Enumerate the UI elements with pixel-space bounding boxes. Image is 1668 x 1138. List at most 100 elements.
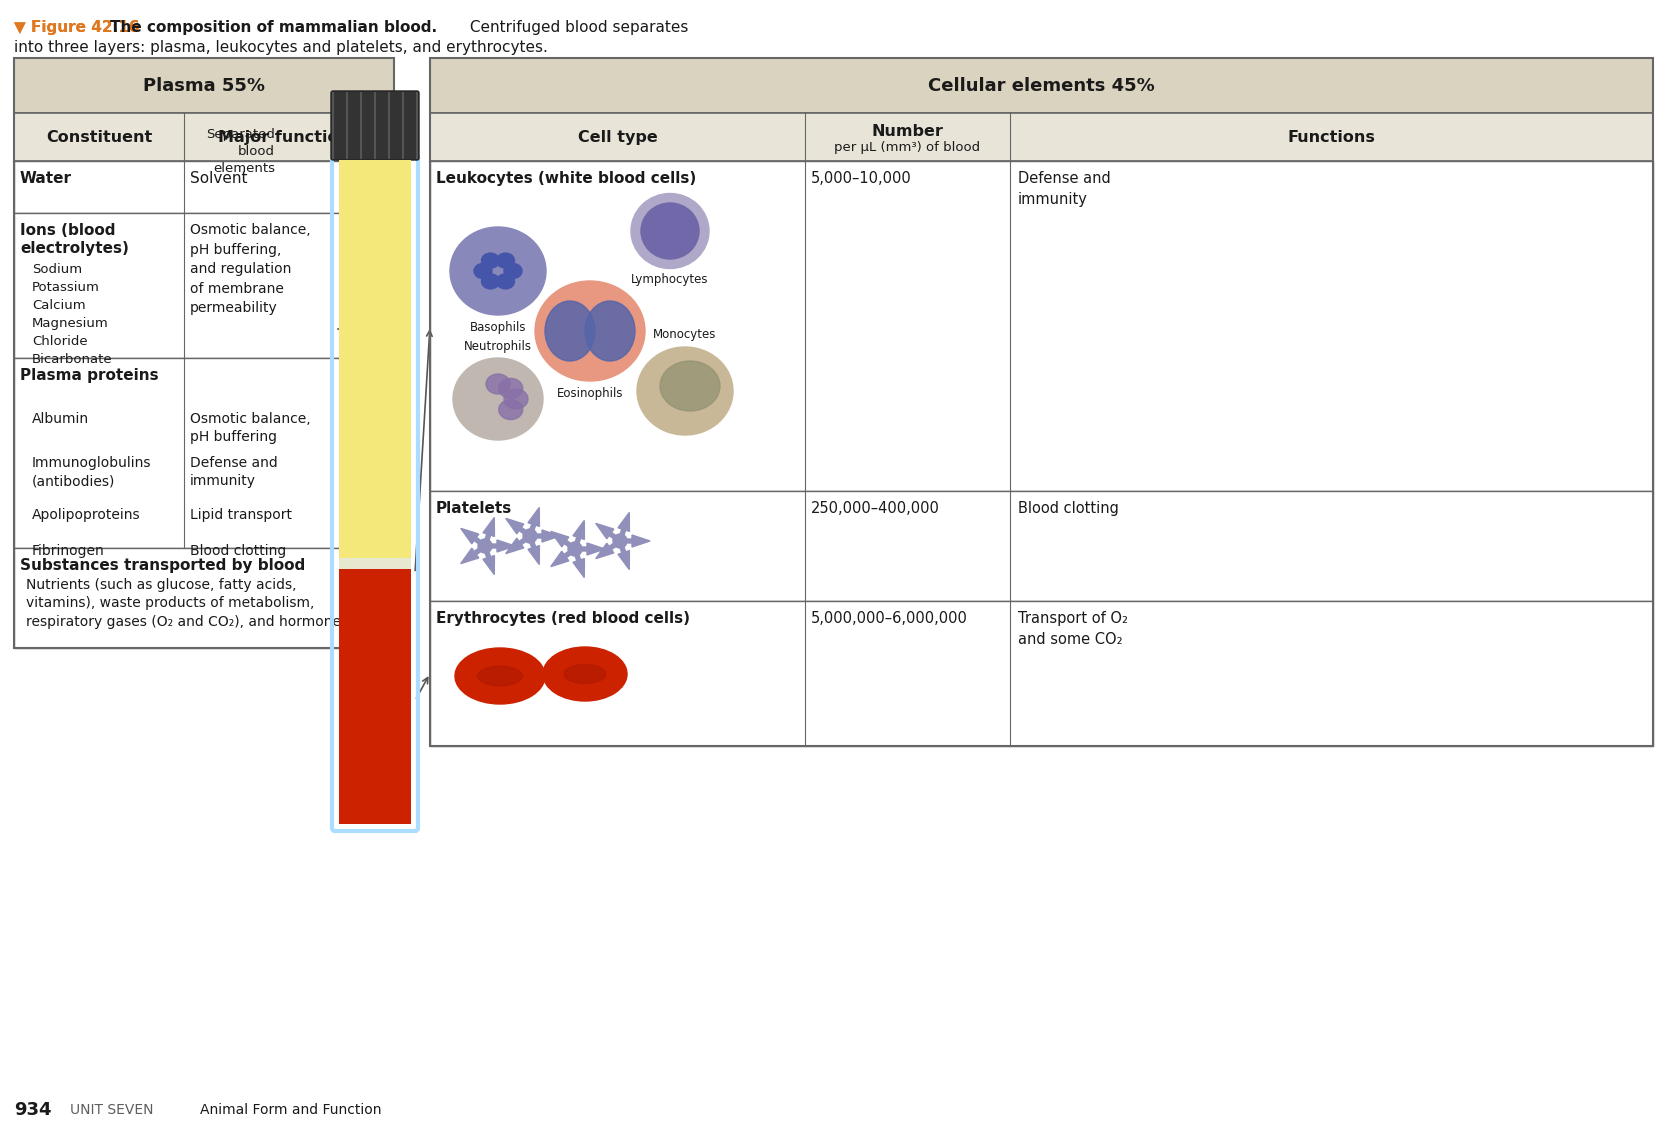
- Ellipse shape: [504, 264, 522, 279]
- FancyArrow shape: [574, 549, 584, 577]
- Text: into three layers: plasma, leukocytes and platelets, and erythrocytes.: into three layers: plasma, leukocytes an…: [13, 40, 547, 55]
- Text: Blood clotting: Blood clotting: [190, 544, 287, 558]
- Text: Nutrients (such as glucose, fatty acids,
vitamins), waste products of metabolism: Nutrients (such as glucose, fatty acids,…: [27, 578, 349, 629]
- Text: Lipid transport: Lipid transport: [190, 508, 292, 522]
- FancyBboxPatch shape: [430, 160, 1653, 490]
- Text: Functions: Functions: [1288, 130, 1376, 145]
- Bar: [339, 160, 410, 558]
- Text: Monocytes: Monocytes: [654, 328, 717, 341]
- Text: Separated
blood
elements: Separated blood elements: [207, 127, 275, 175]
- Text: Albumin: Albumin: [32, 412, 88, 426]
- Text: Apolipoproteins: Apolipoproteins: [32, 508, 140, 522]
- FancyArrow shape: [460, 544, 485, 563]
- Text: per μL (mm³) of blood: per μL (mm³) of blood: [834, 140, 981, 154]
- Ellipse shape: [482, 274, 499, 289]
- FancyBboxPatch shape: [13, 358, 394, 549]
- Text: Number: Number: [872, 124, 944, 139]
- Ellipse shape: [454, 358, 544, 440]
- Ellipse shape: [497, 253, 514, 269]
- FancyBboxPatch shape: [13, 160, 394, 213]
- FancyArrow shape: [595, 523, 620, 543]
- Text: Blood clotting: Blood clotting: [1017, 501, 1119, 516]
- Text: ▼ Figure 42.16: ▼ Figure 42.16: [13, 20, 135, 35]
- FancyArrow shape: [505, 535, 530, 553]
- Text: Osmotic balance,
pH buffering,
and regulation
of membrane
permeability: Osmotic balance, pH buffering, and regul…: [190, 223, 310, 315]
- FancyArrow shape: [550, 531, 575, 551]
- Circle shape: [524, 529, 537, 543]
- Ellipse shape: [545, 300, 595, 361]
- FancyArrow shape: [620, 535, 651, 547]
- Text: Neutrophils: Neutrophils: [464, 340, 532, 353]
- Text: Plasma proteins: Plasma proteins: [20, 368, 158, 384]
- Text: Basophils: Basophils: [470, 321, 525, 333]
- FancyArrow shape: [484, 518, 494, 546]
- Ellipse shape: [504, 389, 529, 409]
- Text: Animal Form and Function: Animal Form and Function: [200, 1103, 382, 1118]
- Ellipse shape: [564, 665, 605, 684]
- Text: ▼ Figure 42.16: ▼ Figure 42.16: [13, 20, 145, 35]
- Text: 5,000,000–6,000,000: 5,000,000–6,000,000: [811, 611, 967, 626]
- Text: Plasma 55%: Plasma 55%: [143, 76, 265, 94]
- Ellipse shape: [585, 300, 636, 361]
- Ellipse shape: [485, 374, 510, 394]
- Text: Fibrinogen: Fibrinogen: [32, 544, 105, 558]
- FancyBboxPatch shape: [13, 113, 394, 160]
- FancyBboxPatch shape: [430, 58, 1653, 113]
- Ellipse shape: [499, 379, 522, 398]
- FancyArrow shape: [574, 520, 584, 550]
- FancyArrow shape: [485, 541, 515, 552]
- FancyBboxPatch shape: [430, 113, 1653, 160]
- FancyBboxPatch shape: [430, 601, 1653, 747]
- Ellipse shape: [455, 648, 545, 704]
- Text: 250,000–400,000: 250,000–400,000: [811, 501, 939, 516]
- Bar: [339, 569, 410, 824]
- Text: 934: 934: [13, 1100, 52, 1119]
- FancyBboxPatch shape: [13, 58, 394, 113]
- Text: Substances transported by blood: Substances transported by blood: [20, 558, 305, 574]
- FancyArrow shape: [530, 530, 560, 542]
- Ellipse shape: [641, 203, 699, 259]
- Ellipse shape: [499, 399, 522, 420]
- Text: Cell type: Cell type: [577, 130, 657, 145]
- FancyArrow shape: [484, 545, 494, 575]
- Text: Eosinophils: Eosinophils: [557, 387, 624, 399]
- Text: Defense and
immunity: Defense and immunity: [190, 456, 279, 488]
- Text: ▼ Figure 42.16: ▼ Figure 42.16: [13, 20, 140, 35]
- Text: Defense and
immunity: Defense and immunity: [1017, 171, 1111, 207]
- FancyArrow shape: [529, 535, 539, 564]
- FancyArrow shape: [505, 519, 530, 537]
- Text: Lymphocytes: Lymphocytes: [631, 273, 709, 286]
- Text: Osmotic balance,
pH buffering: Osmotic balance, pH buffering: [190, 412, 310, 445]
- Circle shape: [479, 539, 492, 553]
- Text: Platelets: Platelets: [435, 501, 512, 516]
- Ellipse shape: [637, 347, 732, 435]
- FancyArrow shape: [619, 512, 629, 542]
- Text: Immunoglobulins
(antibodies): Immunoglobulins (antibodies): [32, 456, 152, 488]
- Ellipse shape: [544, 648, 627, 701]
- FancyBboxPatch shape: [430, 490, 1653, 601]
- Text: electrolytes): electrolytes): [20, 241, 128, 256]
- Text: Leukocytes (white blood cells): Leukocytes (white blood cells): [435, 171, 696, 185]
- FancyArrow shape: [529, 508, 539, 537]
- FancyArrow shape: [619, 541, 629, 569]
- Ellipse shape: [450, 226, 545, 315]
- Text: The composition of mammalian blood.: The composition of mammalian blood.: [110, 20, 437, 35]
- Text: Erythrocytes (red blood cells): Erythrocytes (red blood cells): [435, 611, 691, 626]
- Text: Water: Water: [20, 171, 72, 185]
- Ellipse shape: [474, 264, 492, 279]
- Bar: [339, 558, 410, 585]
- FancyArrow shape: [595, 539, 620, 559]
- Text: Centrifuged blood separates: Centrifuged blood separates: [465, 20, 689, 35]
- Text: Transport of O₂
and some CO₂: Transport of O₂ and some CO₂: [1017, 611, 1128, 648]
- Ellipse shape: [661, 361, 721, 411]
- Text: 5,000–10,000: 5,000–10,000: [811, 171, 912, 185]
- Circle shape: [569, 542, 582, 556]
- Text: Major functions: Major functions: [219, 130, 360, 145]
- Text: Ions (blood: Ions (blood: [20, 223, 115, 238]
- Text: UNIT SEVEN: UNIT SEVEN: [70, 1103, 153, 1118]
- FancyArrow shape: [460, 528, 485, 547]
- Ellipse shape: [482, 253, 499, 269]
- FancyBboxPatch shape: [13, 549, 394, 648]
- Text: Sodium
Potassium
Calcium
Magnesium
Chloride
Bicarbonate: Sodium Potassium Calcium Magnesium Chlor…: [32, 263, 113, 366]
- FancyArrow shape: [575, 543, 605, 555]
